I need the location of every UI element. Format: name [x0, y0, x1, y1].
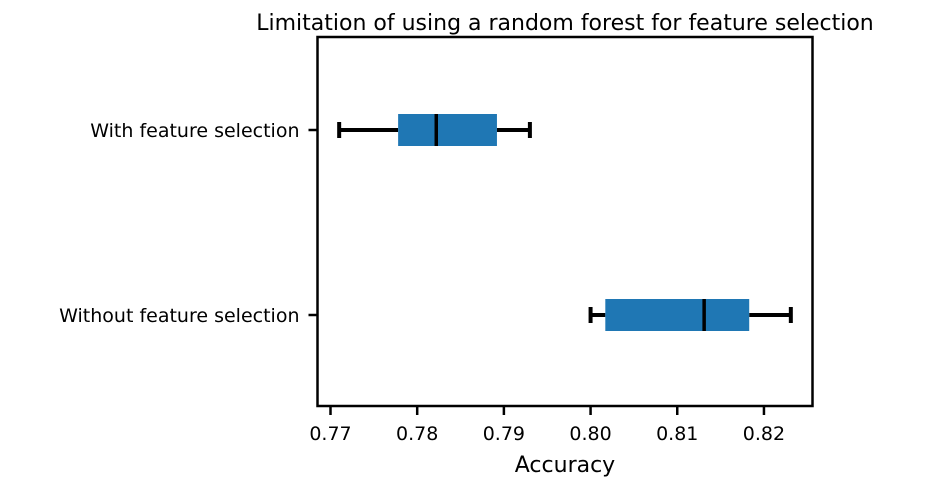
y-tick-label: With feature selection [90, 120, 299, 142]
y-axis: With feature selection Without feature se… [59, 120, 318, 327]
x-axis: 0.77 0.78 0.79 0.80 0.81 0.82 [309, 406, 785, 445]
box-2 [588, 299, 793, 331]
x-tick-label: 0.77 [309, 423, 351, 445]
x-tick-label: 0.80 [569, 423, 611, 445]
plot-area-frame [316, 35, 814, 408]
x-tick-label: 0.82 [743, 423, 785, 445]
iqr-box [605, 299, 750, 331]
x-axis-label: Accuracy [515, 453, 615, 478]
box-1 [337, 114, 532, 146]
chart-title: Limitation of using a random forest for … [256, 11, 874, 36]
x-tick-label: 0.78 [396, 423, 438, 445]
y-tick-label: Without feature selection [59, 305, 299, 327]
plot-marks [337, 114, 793, 331]
x-tick-label: 0.79 [483, 423, 525, 445]
iqr-box [398, 114, 497, 146]
x-tick-label: 0.81 [656, 423, 698, 445]
